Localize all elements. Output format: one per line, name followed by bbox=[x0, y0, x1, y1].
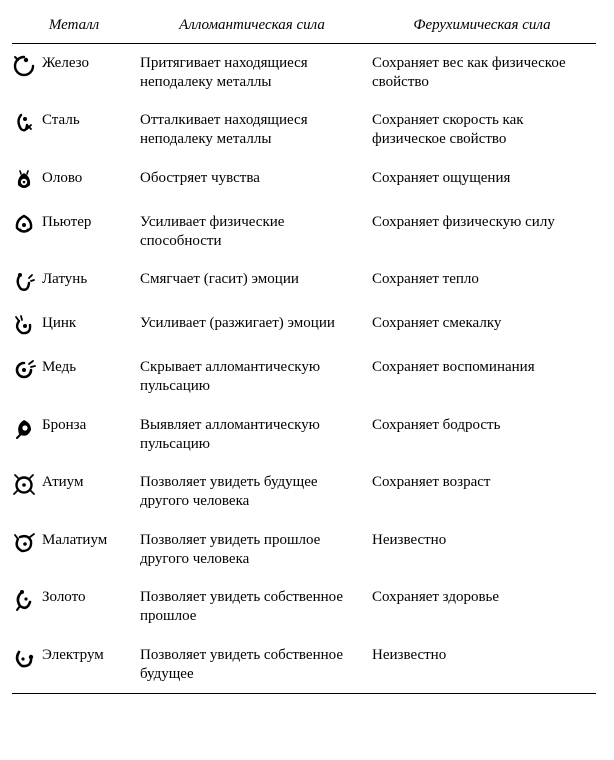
table-row: СтальОтталкивает находящиеся неподалеку … bbox=[12, 101, 596, 159]
col-allomantic: Алломантическая сила bbox=[136, 10, 368, 43]
iron-icon bbox=[12, 43, 40, 101]
allomantic-cell: Позволяет увидеть будущее другого челове… bbox=[136, 463, 368, 521]
col-metal: Металл bbox=[12, 10, 136, 43]
table-row: ЭлектрумПозволяет увидеть собственное бу… bbox=[12, 636, 596, 694]
table-row: АтиумПозволяет увидеть будущее другого ч… bbox=[12, 463, 596, 521]
feruchemic-cell: Сохраняет физическую силу bbox=[368, 203, 596, 261]
brass-icon bbox=[12, 260, 40, 304]
copper-icon bbox=[12, 348, 40, 406]
allomantic-cell: Скрывает алломантическую пульсацию bbox=[136, 348, 368, 406]
metal-name: Сталь bbox=[40, 101, 136, 159]
feruchemic-cell: Сохраняет ощущения bbox=[368, 159, 596, 203]
table-header-row: Металл Алломантическая сила Ферухимическ… bbox=[12, 10, 596, 43]
feruchemic-cell: Сохраняет возраст bbox=[368, 463, 596, 521]
allomantic-cell: Отталкивает находящиеся неподалеку метал… bbox=[136, 101, 368, 159]
table-row: МалатиумПозволяет увидеть прошлое другог… bbox=[12, 521, 596, 579]
allomantic-cell: Усиливает физические способности bbox=[136, 203, 368, 261]
allomantic-cell: Смягчает (гасит) эмоции bbox=[136, 260, 368, 304]
metal-name: Железо bbox=[40, 43, 136, 101]
pewter-icon bbox=[12, 203, 40, 261]
col-feruchemic: Ферухимическая сила bbox=[368, 10, 596, 43]
malatium-icon bbox=[12, 521, 40, 579]
table-row: ЗолотоПозволяет увидеть собственное прош… bbox=[12, 578, 596, 636]
allomantic-cell: Позволяет увидеть собственное прошлое bbox=[136, 578, 368, 636]
feruchemic-cell: Сохраняет здоровье bbox=[368, 578, 596, 636]
metal-name: Пьютер bbox=[40, 203, 136, 261]
feruchemic-cell: Сохраняет тепло bbox=[368, 260, 596, 304]
table-row: МедьСкрывает алломантическую пульсациюСо… bbox=[12, 348, 596, 406]
feruchemic-cell: Сохраняет воспоминания bbox=[368, 348, 596, 406]
table-row: ПьютерУсиливает физические способностиСо… bbox=[12, 203, 596, 261]
allomantic-cell: Позволяет увидеть собственное будущее bbox=[136, 636, 368, 694]
table-row: ЦинкУсиливает (разжигает) эмоцииСохраняе… bbox=[12, 304, 596, 348]
feruchemic-cell: Сохраняет смекалку bbox=[368, 304, 596, 348]
metal-name: Медь bbox=[40, 348, 136, 406]
allomantic-cell: Позволяет увидеть прошлое другого челове… bbox=[136, 521, 368, 579]
feruchemic-cell: Сохраняет вес как физическое свойство bbox=[368, 43, 596, 101]
table-row: БронзаВыявляет алломантическую пульсацию… bbox=[12, 406, 596, 464]
feruchemic-cell: Сохраняет скорость как физическое свойст… bbox=[368, 101, 596, 159]
metal-name: Олово bbox=[40, 159, 136, 203]
feruchemic-cell: Неизвестно bbox=[368, 636, 596, 694]
metal-name: Атиум bbox=[40, 463, 136, 521]
allomantic-cell: Выявляет алломантическую пульсацию bbox=[136, 406, 368, 464]
steel-icon bbox=[12, 101, 40, 159]
table-row: ОловоОбостряет чувстваСохраняет ощущения bbox=[12, 159, 596, 203]
tin-icon bbox=[12, 159, 40, 203]
metal-name: Золото bbox=[40, 578, 136, 636]
electrum-icon bbox=[12, 636, 40, 694]
allomantic-cell: Притягивает находящиеся неподалеку метал… bbox=[136, 43, 368, 101]
metal-name: Цинк bbox=[40, 304, 136, 348]
zinc-icon bbox=[12, 304, 40, 348]
metal-name: Электрум bbox=[40, 636, 136, 694]
feruchemic-cell: Сохраняет бодрость bbox=[368, 406, 596, 464]
bronze-icon bbox=[12, 406, 40, 464]
allomantic-cell: Усиливает (разжигает) эмоции bbox=[136, 304, 368, 348]
atium-icon bbox=[12, 463, 40, 521]
table-row: ЛатуньСмягчает (гасит) эмоцииСохраняет т… bbox=[12, 260, 596, 304]
gold-icon bbox=[12, 578, 40, 636]
allomantic-cell: Обостряет чувства bbox=[136, 159, 368, 203]
feruchemic-cell: Неизвестно bbox=[368, 521, 596, 579]
metal-name: Латунь bbox=[40, 260, 136, 304]
table-row: ЖелезоПритягивает находящиеся неподалеку… bbox=[12, 43, 596, 101]
metals-table: Металл Алломантическая сила Ферухимическ… bbox=[12, 10, 596, 694]
metal-name: Малатиум bbox=[40, 521, 136, 579]
table-body: ЖелезоПритягивает находящиеся неподалеку… bbox=[12, 43, 596, 694]
metal-name: Бронза bbox=[40, 406, 136, 464]
